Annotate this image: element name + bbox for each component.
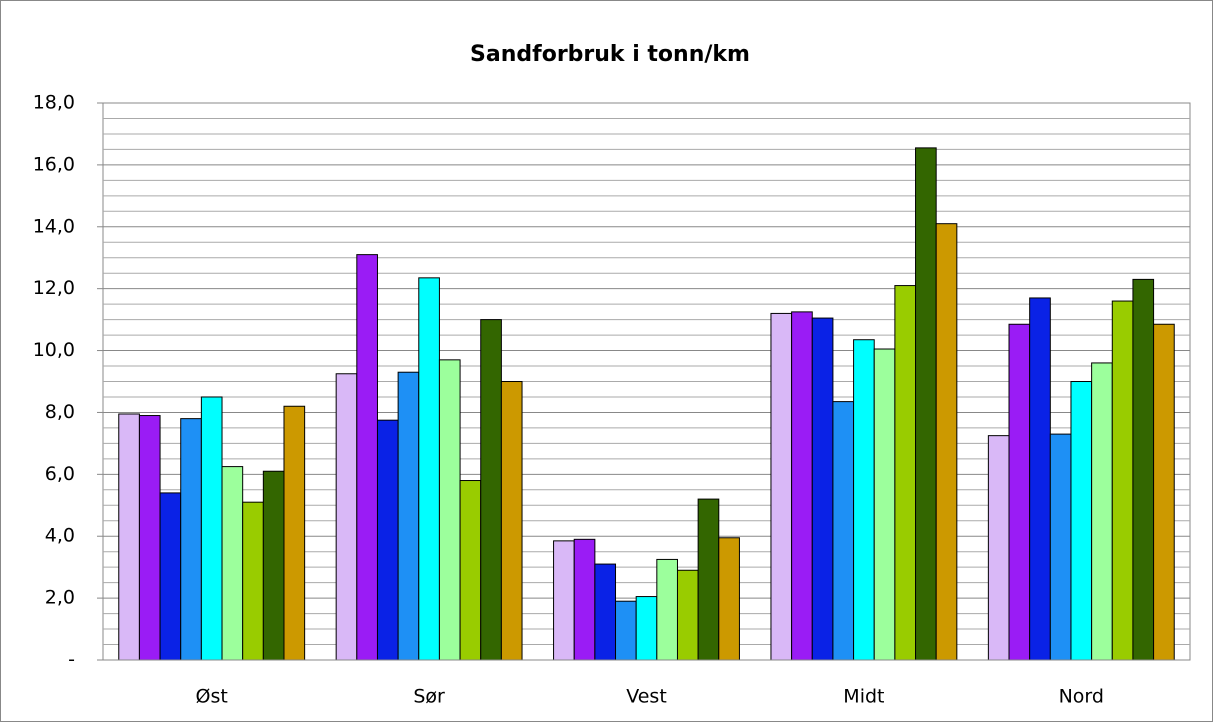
bar xyxy=(718,537,740,661)
bar xyxy=(1049,433,1072,661)
y-tick-label: 4,0 xyxy=(45,525,75,547)
bar xyxy=(1091,362,1113,661)
bar xyxy=(397,371,420,661)
bar xyxy=(459,480,482,661)
bar xyxy=(283,405,306,661)
bar xyxy=(335,373,358,661)
bar xyxy=(376,419,399,661)
y-tick-label: 8,0 xyxy=(45,401,75,423)
bar xyxy=(656,558,678,661)
bar xyxy=(1153,323,1175,661)
y-tick-label: - xyxy=(68,649,75,671)
bar xyxy=(1111,300,1134,661)
bar xyxy=(573,538,596,661)
y-tick-label: 16,0 xyxy=(33,153,75,175)
bar xyxy=(180,418,202,661)
bar xyxy=(418,277,440,661)
y-tick-label: 2,0 xyxy=(45,587,75,609)
bar xyxy=(987,435,1010,661)
x-tick-label: Sør xyxy=(413,686,445,708)
chart-title: Sandforbruk i tonn/km xyxy=(470,42,750,67)
bar xyxy=(935,223,958,661)
y-tick-label: 12,0 xyxy=(33,277,75,299)
y-tick-label: 10,0 xyxy=(33,339,75,361)
bar xyxy=(770,312,793,661)
y-tick-label: 18,0 xyxy=(33,92,75,114)
bar xyxy=(553,540,575,661)
bar xyxy=(1132,278,1155,661)
y-tick-label: 6,0 xyxy=(45,463,75,485)
bar xyxy=(356,254,378,661)
bar xyxy=(676,569,699,661)
bar xyxy=(242,501,264,661)
bar xyxy=(159,492,182,661)
bar xyxy=(915,147,937,661)
x-tick-label: Vest xyxy=(626,686,667,708)
bar xyxy=(811,317,834,661)
bar xyxy=(832,401,855,661)
bar xyxy=(635,596,658,661)
bar xyxy=(480,319,502,661)
bar xyxy=(873,348,896,661)
bar xyxy=(200,396,223,661)
bar xyxy=(594,563,617,661)
bar xyxy=(853,339,875,661)
bar xyxy=(1029,297,1051,661)
x-tick-label: Nord xyxy=(1059,686,1104,708)
bar xyxy=(1008,323,1031,661)
bar xyxy=(118,413,140,661)
bar xyxy=(438,359,461,661)
bar xyxy=(138,415,161,661)
bar xyxy=(791,311,813,661)
bar xyxy=(894,285,917,661)
bar xyxy=(221,466,244,661)
y-tick-label: 14,0 xyxy=(33,215,75,237)
bar xyxy=(262,470,285,661)
x-tick-label: Øst xyxy=(196,686,228,708)
bar xyxy=(697,498,720,661)
bar xyxy=(500,381,523,661)
bar xyxy=(1070,381,1093,661)
x-tick-label: Midt xyxy=(843,686,884,708)
bar xyxy=(615,600,637,661)
